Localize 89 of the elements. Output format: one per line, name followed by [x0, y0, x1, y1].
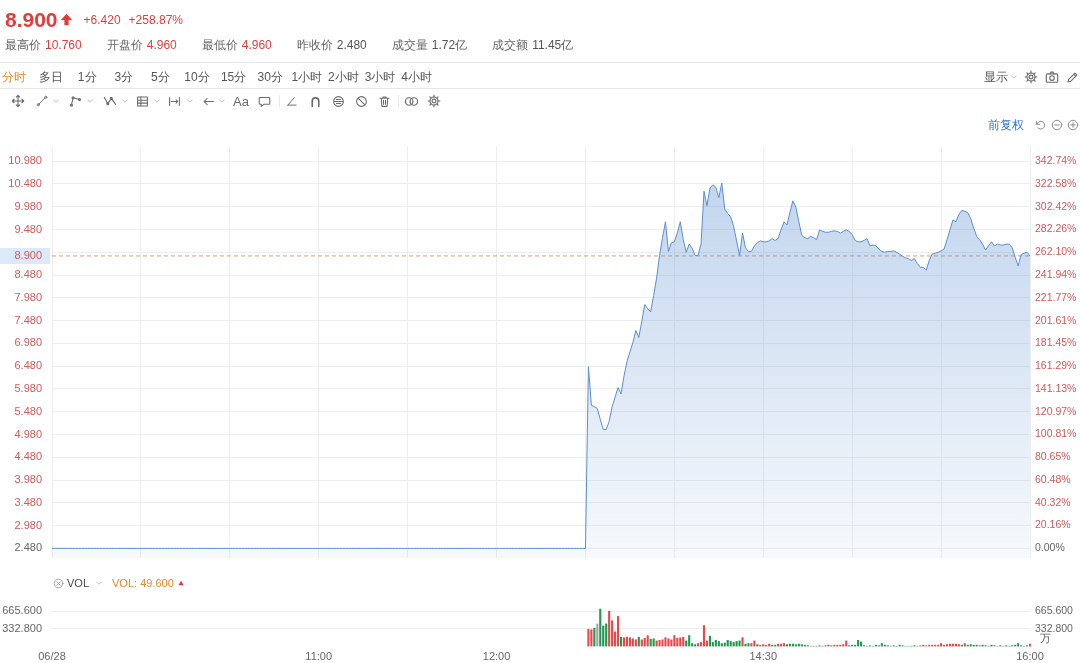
y2-tick-label: 120.97%: [1035, 404, 1077, 417]
y-tick-label: 6.480: [14, 359, 42, 372]
text: 成交量: [391, 38, 428, 52]
bar: [616, 616, 620, 647]
y-tick-label: 3.980: [14, 473, 42, 486]
text: 15分: [220, 70, 247, 84]
y-tick-label: 6.980: [14, 336, 42, 349]
text: +258.87%: [128, 13, 183, 27]
y2-tick-label: 332.800: [1035, 621, 1074, 634]
y-tick-label: 7.980: [14, 290, 42, 303]
y2-axis-title: 万: [1040, 632, 1051, 645]
y2-tick-label: 60.48%: [1035, 472, 1071, 485]
y-tick-label: 4.980: [14, 427, 42, 440]
y2-tick-label: 322.58%: [1035, 176, 1077, 189]
text: 5分: [151, 70, 170, 84]
y-tick-label: 332.800: [2, 621, 42, 634]
y2-tick-label: 201.61%: [1035, 313, 1077, 326]
x-tick-label: 12:00: [482, 650, 511, 663]
bar: [599, 608, 602, 647]
bar: [596, 623, 599, 647]
text: 最低价: [201, 38, 238, 52]
y-tick-label: 665.600: [2, 604, 42, 617]
y-tick-label: 10.980: [8, 154, 42, 167]
ref-line-label: 8.900: [14, 248, 42, 261]
x-tick-label: 16:00: [1016, 650, 1044, 663]
y-tick-label: 8.480: [14, 268, 42, 281]
bar: [605, 623, 608, 647]
text: 1小时 2小时 3小时 4小时: [291, 70, 432, 84]
bar: [688, 635, 691, 647]
text: Aa: [233, 93, 249, 109]
text: VOL: 49.600: [112, 576, 174, 590]
y-tick-label: 9.980: [14, 199, 42, 212]
text: +6.420: [83, 13, 121, 27]
text: 1.72亿: [431, 38, 468, 52]
bar: [744, 643, 747, 647]
text: 4.960: [241, 38, 272, 52]
y2-tick-label: 100.81%: [1035, 427, 1077, 440]
bar: [608, 610, 611, 647]
y2-tick-label: 262.10%: [1035, 245, 1077, 258]
text: 8.900: [5, 7, 58, 31]
x-tick-label: 14:30: [749, 650, 778, 663]
y-tick-label: 5.980: [14, 381, 42, 394]
bar: [628, 637, 631, 647]
bar: [661, 639, 664, 647]
text: 分时: [2, 70, 26, 84]
x-tick-label: 06/28: [38, 650, 66, 663]
y2-tick-label: 241.94%: [1035, 267, 1077, 280]
text: 1分: [77, 70, 97, 84]
y2-tick-label: 665.600: [1035, 603, 1074, 616]
y-tick-label: 3.480: [14, 495, 42, 508]
y2-tick-label: 221.77%: [1035, 290, 1077, 303]
text: 10分: [184, 70, 210, 84]
text: 成交额: [492, 38, 529, 52]
y-tick-label: 2.480: [14, 541, 42, 554]
text: 30分: [257, 70, 283, 84]
y-tick-label: 5.480: [14, 404, 42, 417]
y2-tick-label: 141.13%: [1035, 381, 1077, 394]
y-tick-label: 4.480: [14, 450, 42, 463]
y2-tick-label: 20.16%: [1035, 518, 1071, 531]
text: 2.480: [336, 38, 367, 52]
y2-tick-label: 80.65%: [1035, 450, 1071, 463]
y2-tick-label: 342.74%: [1035, 154, 1077, 167]
y2-tick-label: 0.00%: [1035, 541, 1065, 554]
bar: [625, 636, 629, 647]
text: 最高价: [5, 38, 41, 52]
x-tick-label: 11:00: [305, 650, 333, 663]
y2-tick-label: 282.26%: [1035, 222, 1077, 235]
bar: [702, 625, 706, 647]
y2-tick-label: 181.45%: [1035, 336, 1077, 349]
y-tick-label: 7.480: [14, 313, 42, 326]
y-tick-label: 10.480: [8, 176, 42, 189]
text: 11.45亿: [532, 38, 574, 52]
text: 开盘价: [106, 38, 143, 52]
chart-title: VOL: [67, 576, 90, 590]
y-tick-label: 9.480: [14, 222, 42, 235]
text: 4.960: [146, 38, 177, 52]
y-tick-label: 2.980: [14, 518, 42, 531]
y2-tick-label: 161.29%: [1035, 359, 1077, 372]
y2-tick-label: 40.32%: [1035, 495, 1071, 508]
bar: [664, 637, 667, 647]
text: 前复权: [988, 118, 1024, 132]
text: 10.760: [45, 38, 82, 52]
text: 多日: [38, 70, 63, 84]
text: 显示: [984, 70, 1008, 84]
y2-tick-label: 302.42%: [1035, 199, 1077, 212]
bar: [587, 628, 590, 647]
text: 3分: [114, 70, 134, 84]
bar: [682, 636, 685, 647]
text: 昨收价: [296, 38, 333, 52]
